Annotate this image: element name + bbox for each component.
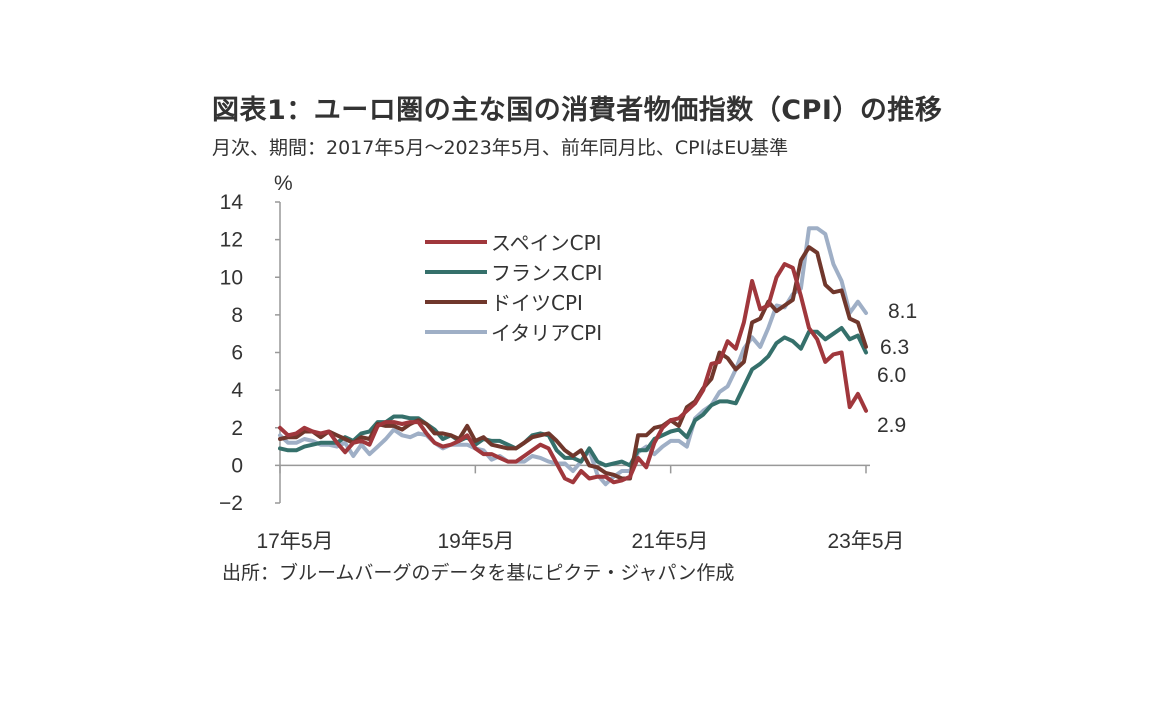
y-tick-label: 2 bbox=[231, 417, 243, 440]
y-tick-label: 6 bbox=[231, 342, 243, 365]
y-tick-label: 14 bbox=[220, 191, 244, 214]
end-value-label: 2.9 bbox=[877, 414, 906, 437]
end-labels: 2.9 6.0 6.3 8.1 bbox=[877, 300, 917, 437]
end-value-label: 6.3 bbox=[880, 336, 909, 359]
x-tick-label: 23年5月 bbox=[827, 530, 904, 553]
end-value-label: 8.1 bbox=[888, 300, 917, 323]
legend-label: スペインCPI bbox=[491, 231, 602, 255]
end-value-label: 6.0 bbox=[877, 364, 906, 387]
y-tick-label: 8 bbox=[231, 304, 243, 327]
y-tick-label: −2 bbox=[219, 492, 243, 515]
y-tick-label: 12 bbox=[220, 229, 243, 252]
x-tick-label: 21年5月 bbox=[631, 530, 708, 553]
legend-label: イタリアCPI bbox=[491, 321, 602, 345]
chart-title: 図表1：ユーロ圏の主な国の消費者物価指数（CPI）の推移 bbox=[212, 95, 943, 126]
y-tick-label: 4 bbox=[231, 379, 243, 402]
chart-subtitle: 月次、期間：2017年5月～2023年5月、前年同月比、CPIはEU基準 bbox=[212, 137, 789, 159]
x-tick-label: 19年5月 bbox=[437, 530, 514, 553]
series-line bbox=[278, 262, 868, 485]
y-tick-label: 0 bbox=[231, 454, 243, 477]
source-note: 出所：ブルームバーグのデータを基にピクテ・ジャパン作成 bbox=[222, 562, 735, 584]
legend-label: ドイツCPI bbox=[491, 291, 583, 315]
y-axis-unit: % bbox=[274, 172, 293, 195]
axes: 14 12 10 8 6 4 2 0 −2% 17年5月 19年5月 21年5月 23年5月 bbox=[219, 172, 904, 553]
legend: スペインCPI フランスCPI ドイツCPI イタリアCPI bbox=[425, 231, 603, 345]
series-line bbox=[278, 226, 868, 487]
x-tick-label: 17年5月 bbox=[256, 530, 333, 553]
series-lines bbox=[278, 226, 868, 487]
legend-label: フランスCPI bbox=[491, 261, 603, 285]
y-tick-label: 10 bbox=[220, 266, 243, 289]
